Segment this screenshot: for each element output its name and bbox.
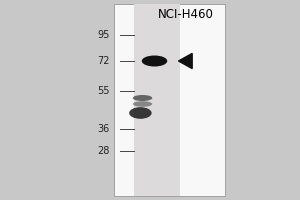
Polygon shape: [178, 53, 192, 69]
Bar: [114, 4, 225, 196]
Ellipse shape: [133, 101, 152, 107]
Text: 72: 72: [97, 56, 110, 66]
Text: 28: 28: [97, 146, 110, 156]
Text: 55: 55: [97, 86, 110, 96]
Bar: [134, 4, 180, 196]
Ellipse shape: [133, 95, 152, 101]
Text: 95: 95: [97, 30, 110, 40]
Ellipse shape: [129, 107, 152, 119]
Text: NCI-H460: NCI-H460: [158, 8, 214, 21]
Ellipse shape: [142, 55, 167, 66]
Text: 36: 36: [97, 124, 110, 134]
